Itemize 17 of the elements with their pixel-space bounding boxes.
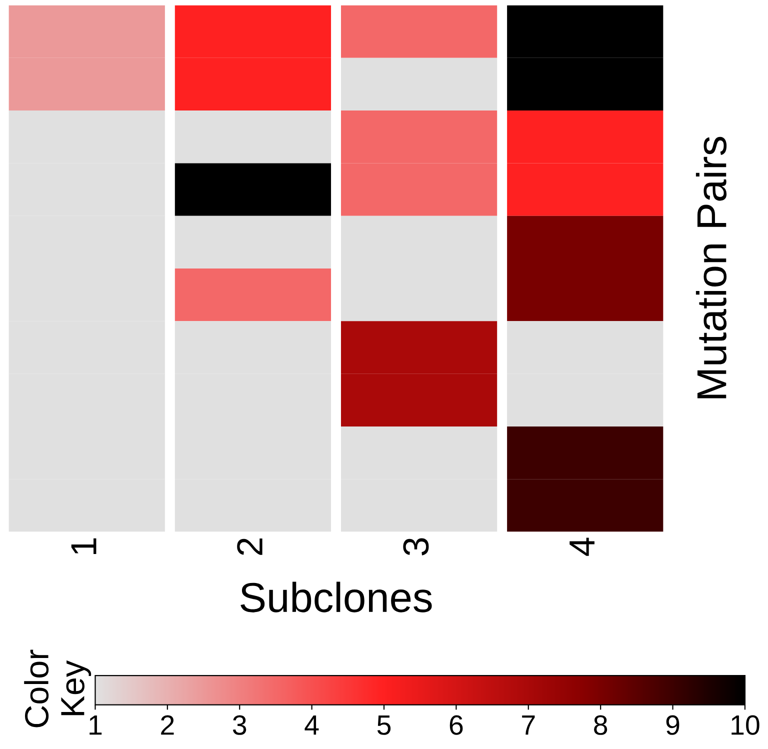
x-tick-label: 3 (403, 538, 429, 556)
x-tick-label: 1 (71, 538, 96, 554)
color-bar-label: 3 (232, 715, 246, 735)
color-bar-label: 8 (594, 715, 608, 735)
y-axis-title: Mutation Pairs (696, 136, 727, 398)
color-bar-label: 7 (522, 716, 535, 735)
color-bar-label: 1 (90, 716, 102, 735)
color-bar-label: 9 (666, 715, 680, 735)
x-tick-label: 2 (237, 538, 262, 555)
color-bar-label: 5 (377, 716, 391, 735)
color-bar-label: 4 (304, 716, 319, 735)
color-bar-label: 2 (161, 715, 174, 735)
color-bar-label: 10 (732, 715, 760, 735)
color-bar-label: 6 (450, 715, 463, 735)
color-bar-title: Color Key (24, 650, 92, 728)
x-axis-title: Subclones (240, 582, 432, 612)
x-tick-label: 4 (570, 538, 594, 556)
